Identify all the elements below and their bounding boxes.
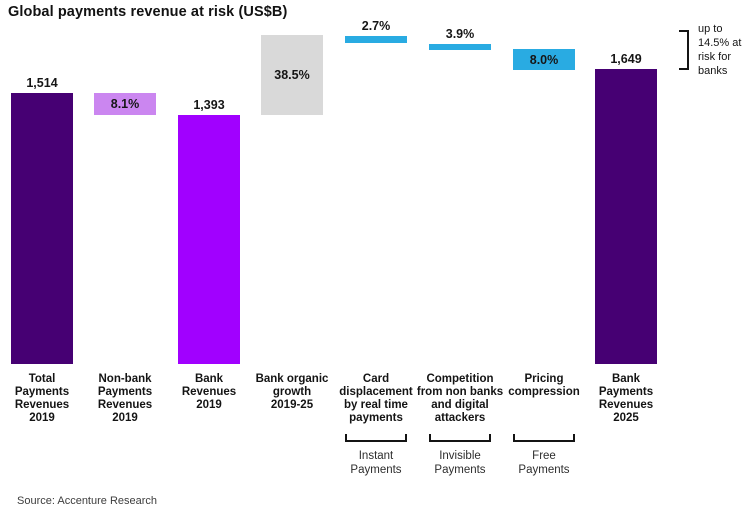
category-label-bank-payments-2025: Bank Payments Revenues 2025 <box>598 373 654 424</box>
bar-bank-revenues-2019 <box>178 115 240 364</box>
category-label-non-bank-payments-2019: Non-bank Payments Revenues 2019 <box>97 373 153 424</box>
value-label-bank-payments-2025: 1,649 <box>610 52 642 66</box>
bar-pricing-compression <box>513 49 575 70</box>
value-label-non-bank-payments-2019: 8.1% <box>110 97 140 111</box>
bar-competition-non-banks <box>429 44 491 50</box>
sublabel-competition-non-banks: Invisible Payments <box>434 450 486 476</box>
source-note: Source: Accenture Research <box>17 495 158 507</box>
bar-card-displacement <box>345 36 407 43</box>
bar-non-bank-payments-2019 <box>94 93 156 115</box>
value-label-pricing-compression: 8.0% <box>529 52 559 67</box>
category-label-total-payments-2019: Total Payments Revenues 2019 <box>14 373 70 424</box>
sublabel-card-displacement: Instant Payments <box>350 450 402 476</box>
value-label-bank-organic-growth: 38.5% <box>274 68 310 82</box>
bar-bank-payments-2025 <box>595 69 657 364</box>
bracket-card-displacement <box>345 434 407 442</box>
value-label-bank-revenues-2019: 1,393 <box>193 98 225 112</box>
category-label-pricing-compression: Pricing compression <box>508 373 580 398</box>
bracket-competition-non-banks <box>429 434 491 442</box>
bar-total-payments-2019 <box>11 93 73 364</box>
sublabel-pricing-compression: Free Payments <box>518 450 570 476</box>
chart-title: Global payments revenue at risk (US$B) <box>8 4 288 20</box>
category-label-card-displacement: Card displacement by real time payments <box>339 373 413 424</box>
risk-range-bracket <box>679 30 689 70</box>
value-label-card-displacement: 2.7% <box>361 19 391 33</box>
category-label-competition-non-banks: Competition from non banks and digital a… <box>416 373 504 424</box>
bar-bank-organic-growth <box>261 35 323 115</box>
category-label-bank-revenues-2019: Bank Revenues 2019 <box>181 373 237 411</box>
bracket-pricing-compression <box>513 434 575 442</box>
category-label-bank-organic-growth: Bank organic growth 2019-25 <box>255 373 329 411</box>
value-label-total-payments-2019: 1,514 <box>26 76 58 90</box>
value-label-competition-non-banks: 3.9% <box>445 27 475 41</box>
risk-annotation: up to 14.5% at risk for banks <box>698 23 742 77</box>
